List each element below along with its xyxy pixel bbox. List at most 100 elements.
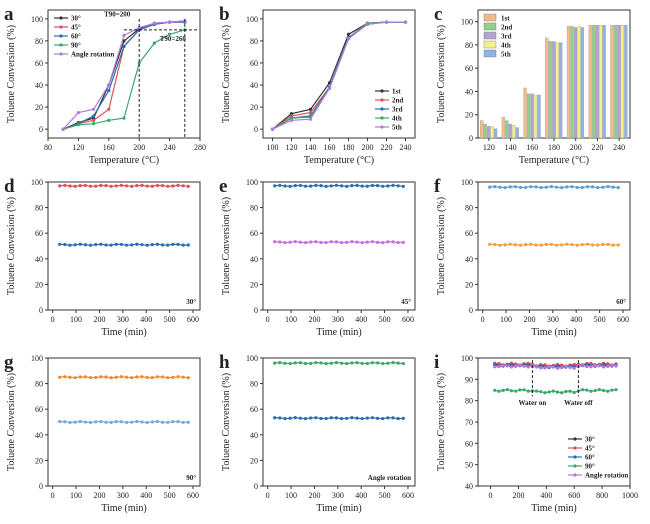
x-tick-label: 180 bbox=[343, 143, 355, 152]
data-point bbox=[308, 117, 313, 121]
data-point bbox=[293, 416, 297, 420]
series-line bbox=[272, 21, 406, 130]
legend-marker bbox=[380, 116, 384, 120]
data-point bbox=[68, 420, 72, 425]
data-point bbox=[513, 185, 518, 189]
x-tick-label: 500 bbox=[594, 315, 606, 324]
data-point bbox=[283, 361, 287, 365]
data-point bbox=[365, 184, 369, 188]
data-point bbox=[508, 185, 512, 189]
data-point bbox=[122, 44, 126, 49]
bar bbox=[533, 94, 538, 139]
x-tick-label: 120 bbox=[483, 143, 495, 152]
data-point bbox=[345, 184, 349, 188]
x-tick-label: 160 bbox=[103, 143, 115, 152]
data-point bbox=[293, 361, 297, 365]
data-point bbox=[606, 185, 610, 189]
data-point bbox=[339, 361, 344, 365]
x-tick-label: 0 bbox=[266, 491, 270, 500]
data-point bbox=[319, 240, 323, 245]
data-point bbox=[365, 22, 370, 26]
legend-label: 3rd bbox=[501, 33, 512, 41]
data-point bbox=[497, 364, 501, 369]
bar bbox=[545, 37, 549, 139]
data-point bbox=[150, 375, 154, 380]
x-axis-label: Time (min) bbox=[316, 327, 361, 338]
y-tick-label: 0 bbox=[39, 482, 43, 491]
data-point bbox=[303, 184, 308, 188]
data-point bbox=[273, 361, 277, 365]
data-point bbox=[107, 107, 111, 111]
panel-tag: 90° bbox=[186, 474, 196, 482]
data-point bbox=[334, 240, 339, 244]
data-point bbox=[601, 242, 605, 246]
data-point bbox=[166, 243, 170, 247]
data-point bbox=[83, 183, 88, 188]
data-point bbox=[78, 419, 82, 424]
data-point bbox=[570, 243, 574, 247]
data-point bbox=[181, 184, 185, 188]
y-tick-label: 100 bbox=[246, 15, 258, 24]
data-point bbox=[345, 362, 349, 366]
plot-frame bbox=[47, 9, 201, 139]
data-point bbox=[534, 243, 538, 247]
plot-frame bbox=[47, 357, 201, 487]
data-point bbox=[130, 243, 134, 247]
plot-frame bbox=[262, 357, 416, 487]
x-tick-label: 600 bbox=[617, 315, 629, 324]
data-point bbox=[329, 361, 333, 365]
data-point bbox=[109, 243, 113, 247]
legend-marker bbox=[59, 25, 63, 29]
data-point bbox=[135, 375, 139, 379]
plot-frame bbox=[262, 181, 416, 311]
data-point bbox=[503, 243, 507, 247]
data-point bbox=[124, 243, 129, 247]
y-tick-label: 60 bbox=[465, 439, 473, 448]
data-point bbox=[580, 363, 585, 367]
bar bbox=[526, 93, 531, 139]
data-point bbox=[124, 420, 129, 425]
x-tick-label: 400 bbox=[570, 315, 582, 324]
data-point bbox=[130, 184, 134, 188]
data-point bbox=[560, 363, 564, 367]
data-point bbox=[547, 365, 551, 369]
data-point bbox=[551, 365, 555, 369]
x-tick-label: 200 bbox=[308, 315, 320, 324]
data-point bbox=[114, 375, 118, 379]
data-point bbox=[186, 376, 190, 380]
x-tick-label: 80 bbox=[44, 143, 52, 152]
data-point bbox=[155, 375, 160, 379]
data-point bbox=[92, 122, 96, 126]
data-point bbox=[391, 183, 395, 187]
data-point bbox=[585, 185, 590, 189]
data-point bbox=[580, 243, 584, 247]
data-point bbox=[171, 242, 175, 246]
data-point bbox=[334, 361, 339, 365]
data-point bbox=[150, 243, 154, 247]
data-point bbox=[514, 364, 518, 368]
x-tick-label: 400 bbox=[355, 315, 367, 324]
legend-label: 30° bbox=[71, 15, 81, 23]
legend-label: Angle rotation bbox=[585, 472, 628, 480]
y-tick-label: 20 bbox=[35, 103, 43, 112]
y-tick-label: 60 bbox=[35, 59, 43, 68]
data-point bbox=[501, 363, 505, 367]
data-point bbox=[73, 420, 77, 424]
data-point bbox=[381, 416, 385, 421]
data-point bbox=[76, 123, 80, 127]
y-tick-label: 20 bbox=[35, 456, 43, 465]
panel-label: a bbox=[4, 4, 14, 25]
data-point bbox=[104, 243, 108, 247]
legend-marker bbox=[380, 89, 384, 93]
panel-label: f bbox=[434, 176, 441, 197]
data-point bbox=[160, 183, 165, 188]
legend-label: 60° bbox=[585, 454, 595, 462]
data-point bbox=[497, 362, 501, 366]
data-point bbox=[78, 183, 82, 188]
data-point bbox=[58, 184, 62, 188]
data-point bbox=[345, 240, 349, 244]
x-tick-label: 240 bbox=[613, 143, 625, 152]
x-tick-label: 300 bbox=[117, 315, 129, 324]
data-point bbox=[160, 420, 165, 424]
